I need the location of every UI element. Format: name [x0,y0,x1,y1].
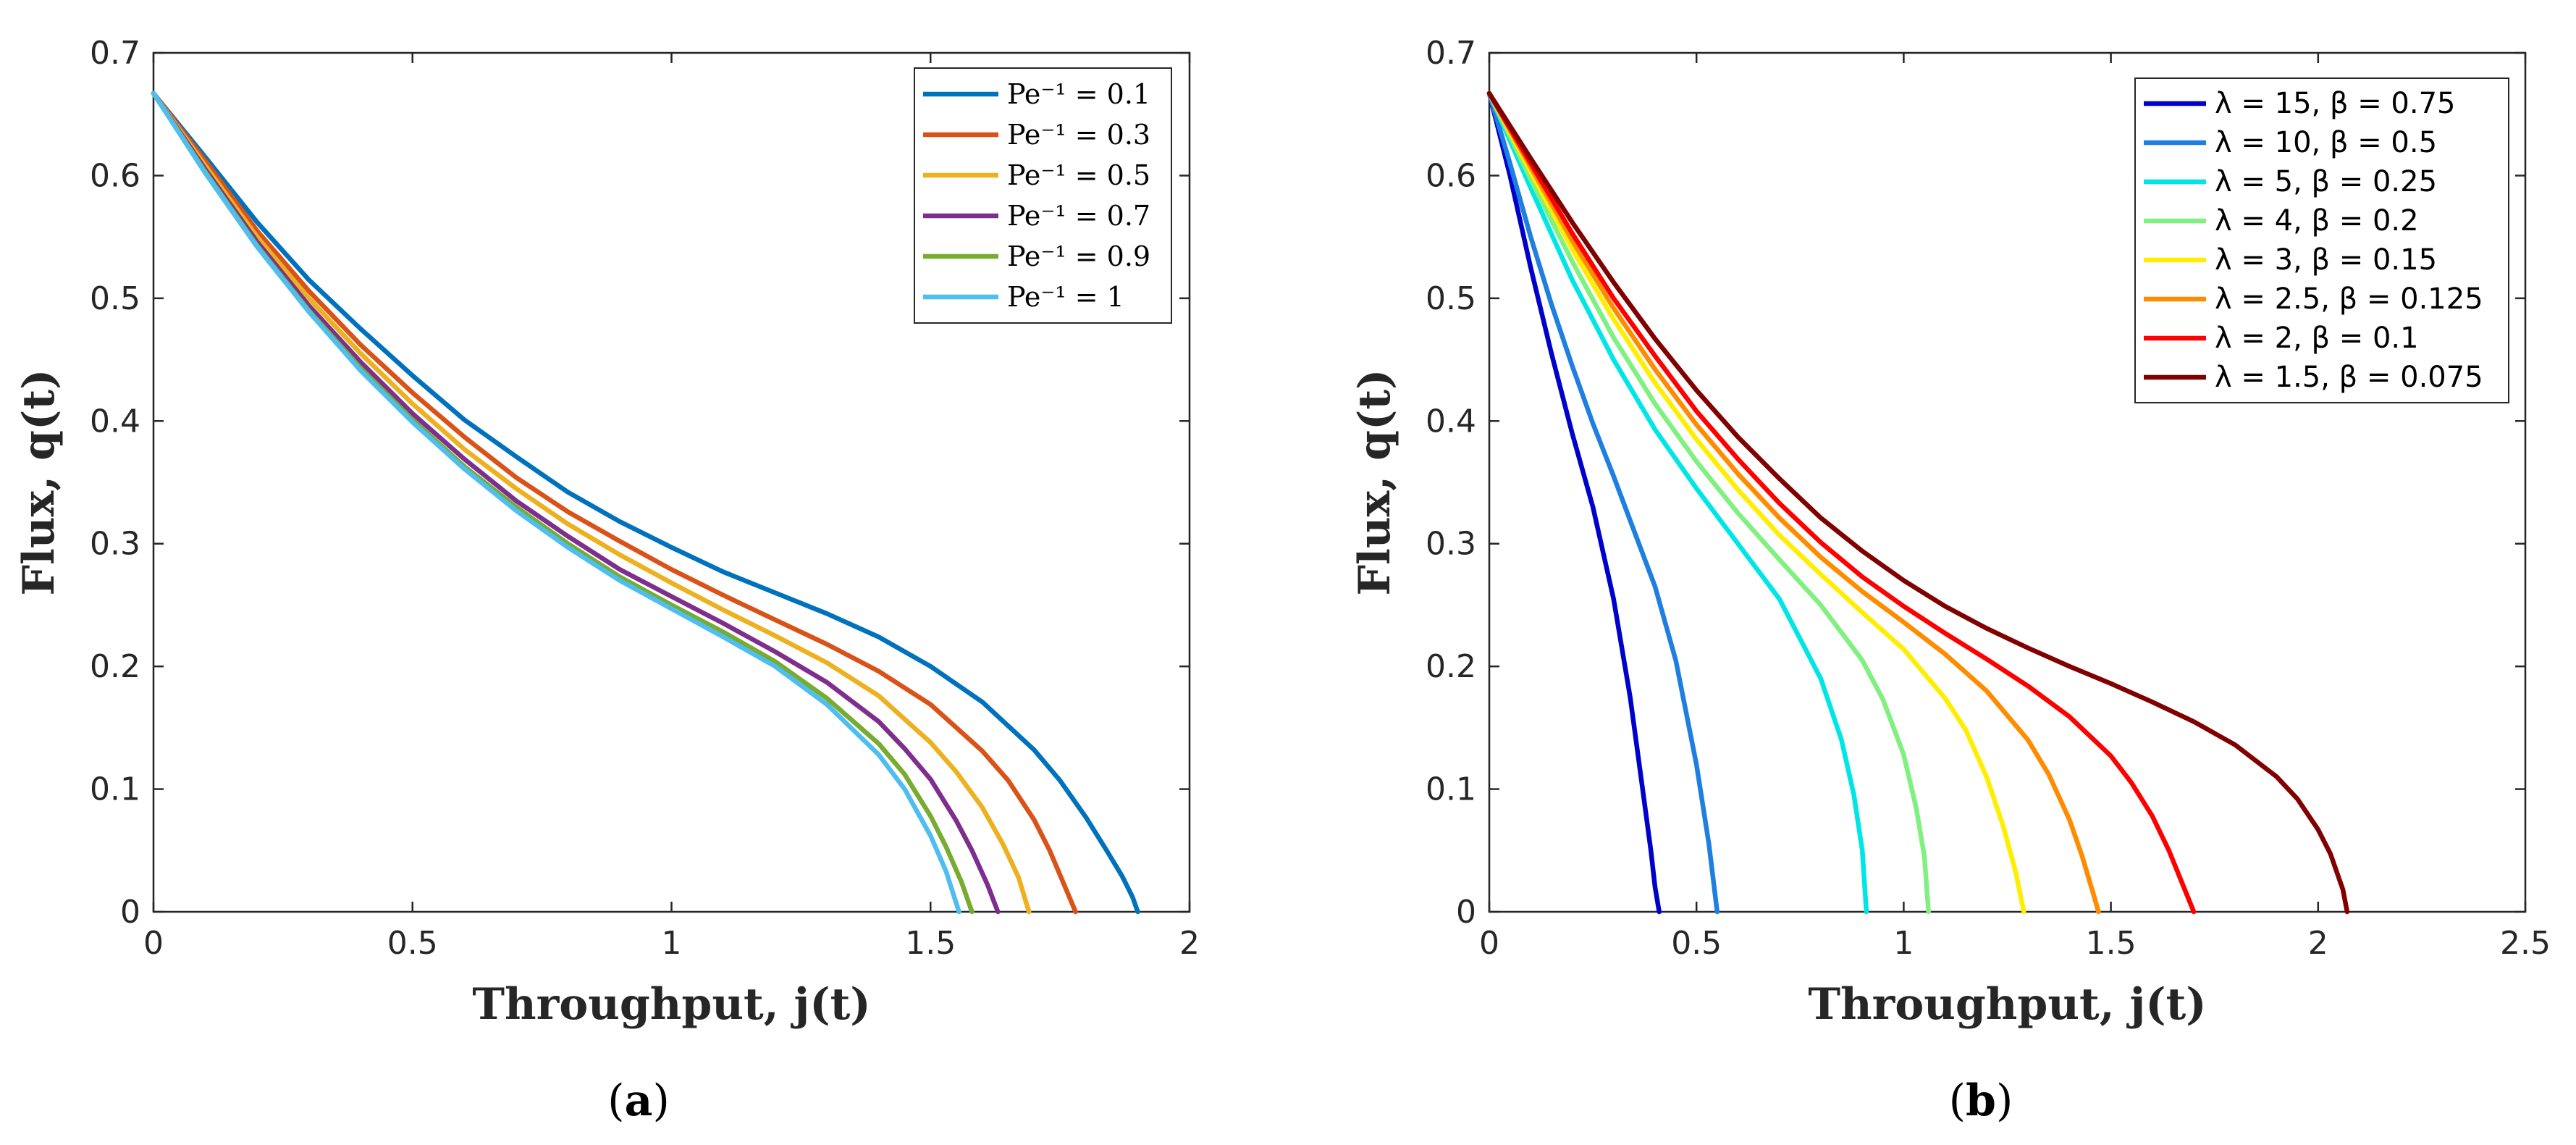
caption-open-paren: ( [607,1075,624,1126]
series-line-6 [1486,91,2101,915]
y-tick-label: 0.3 [1426,526,1476,563]
panel-b: 0 0.5 1 1.5 2 2.5 0 0.1 0.2 0.3 0.4 0.5 0.6 0.7 Throug… [1350,35,2551,1126]
series-line-2 [1486,91,1720,915]
y-tick-label: 0.6 [90,157,140,194]
x-tick-label: 2 [1179,925,1200,962]
legend-label: Pe⁻¹ = 1 [1007,281,1124,313]
y-tick-label: 0.1 [90,771,140,808]
series-line-4 [1486,91,1931,915]
panel-caption: (a) [607,1075,670,1126]
legend-label: λ = 15, β = 0.75 [2215,87,2455,120]
legend-label: λ = 3, β = 0.15 [2215,243,2437,277]
y-tick-label: 0.4 [1426,403,1476,440]
legend-label: Pe⁻¹ = 0.7 [1007,200,1150,232]
legend-label: λ = 4, β = 0.2 [2215,204,2419,238]
legend-label: Pe⁻¹ = 0.5 [1007,159,1150,191]
legend-box [2134,77,2509,403]
y-tick-label: 0.4 [90,403,140,440]
y-tick-label: 0.6 [1426,157,1476,194]
x-tick-label: 0.5 [387,925,438,962]
caption-close-paren: ) [1996,1075,2013,1126]
legend-label: λ = 10, β = 0.5 [2215,126,2437,159]
x-axis-title: Throughput, j(t) [472,979,870,1030]
series-line-5 [1486,91,2026,915]
x-tick-label: 2 [2308,925,2328,962]
series-line-7 [1486,91,2197,915]
legend-label: λ = 1.5, β = 0.075 [2215,361,2483,394]
legend-label: Pe⁻¹ = 0.3 [1007,119,1150,151]
x-tick-label: 1 [662,925,682,962]
x-tick-label: 0 [143,925,164,962]
y-tick-label: 0.5 [1426,280,1476,317]
series-line-8 [1486,91,2350,915]
x-tick-label: 2.5 [2500,925,2551,962]
x-tick-label: 1 [1893,925,1914,962]
y-tick-label: 0 [1456,894,1476,931]
legend-label: λ = 5, β = 0.25 [2215,165,2437,198]
legend-label: Pe⁻¹ = 0.9 [1007,240,1150,272]
y-tick-label: 0.5 [90,280,140,317]
y-tick-label: 0.3 [90,526,140,563]
series-line-1 [151,91,1140,915]
panel-caption: (b) [1949,1075,2013,1126]
legend-label: λ = 2.5, β = 0.125 [2215,282,2483,316]
series-line-2 [151,91,1078,915]
series-line-3 [1486,91,1869,915]
x-axis-title: Throughput, j(t) [1808,979,2206,1030]
x-tick-label: 1.5 [2086,925,2137,962]
y-axis-title: Flux, q(t) [1350,369,1400,595]
series-line-1 [1486,91,1662,915]
caption-letter: a [625,1075,653,1126]
series-line-3 [151,91,1032,915]
y-tick-label: 0.7 [90,35,140,72]
y-tick-label: 0.1 [1426,771,1476,808]
x-tick-label: 0.5 [1671,925,1722,962]
caption-close-paren: ) [652,1075,669,1126]
legend-box [914,67,1172,324]
panel-a: 0 0.5 1 1.5 2 0 0.1 0.2 0.3 0.4 0.5 0.6 0.7 Throughpu… [14,35,1200,1126]
series-line-4 [151,91,1001,915]
legend-label: λ = 2, β = 0.1 [2215,322,2419,355]
x-tick-label: 0 [1479,925,1499,962]
caption-letter: b [1966,1075,1996,1126]
caption-open-paren: ( [1949,1075,1966,1126]
series-line-6 [151,91,961,915]
y-tick-label: 0.2 [90,648,140,685]
y-axis-title: Flux, q(t) [14,369,64,595]
x-tick-label: 1.5 [905,925,956,962]
y-tick-label: 0 [120,894,140,931]
y-tick-label: 0.2 [1426,648,1476,685]
legend-label: Pe⁻¹ = 0.1 [1007,78,1150,110]
y-tick-label: 0.7 [1426,35,1476,72]
